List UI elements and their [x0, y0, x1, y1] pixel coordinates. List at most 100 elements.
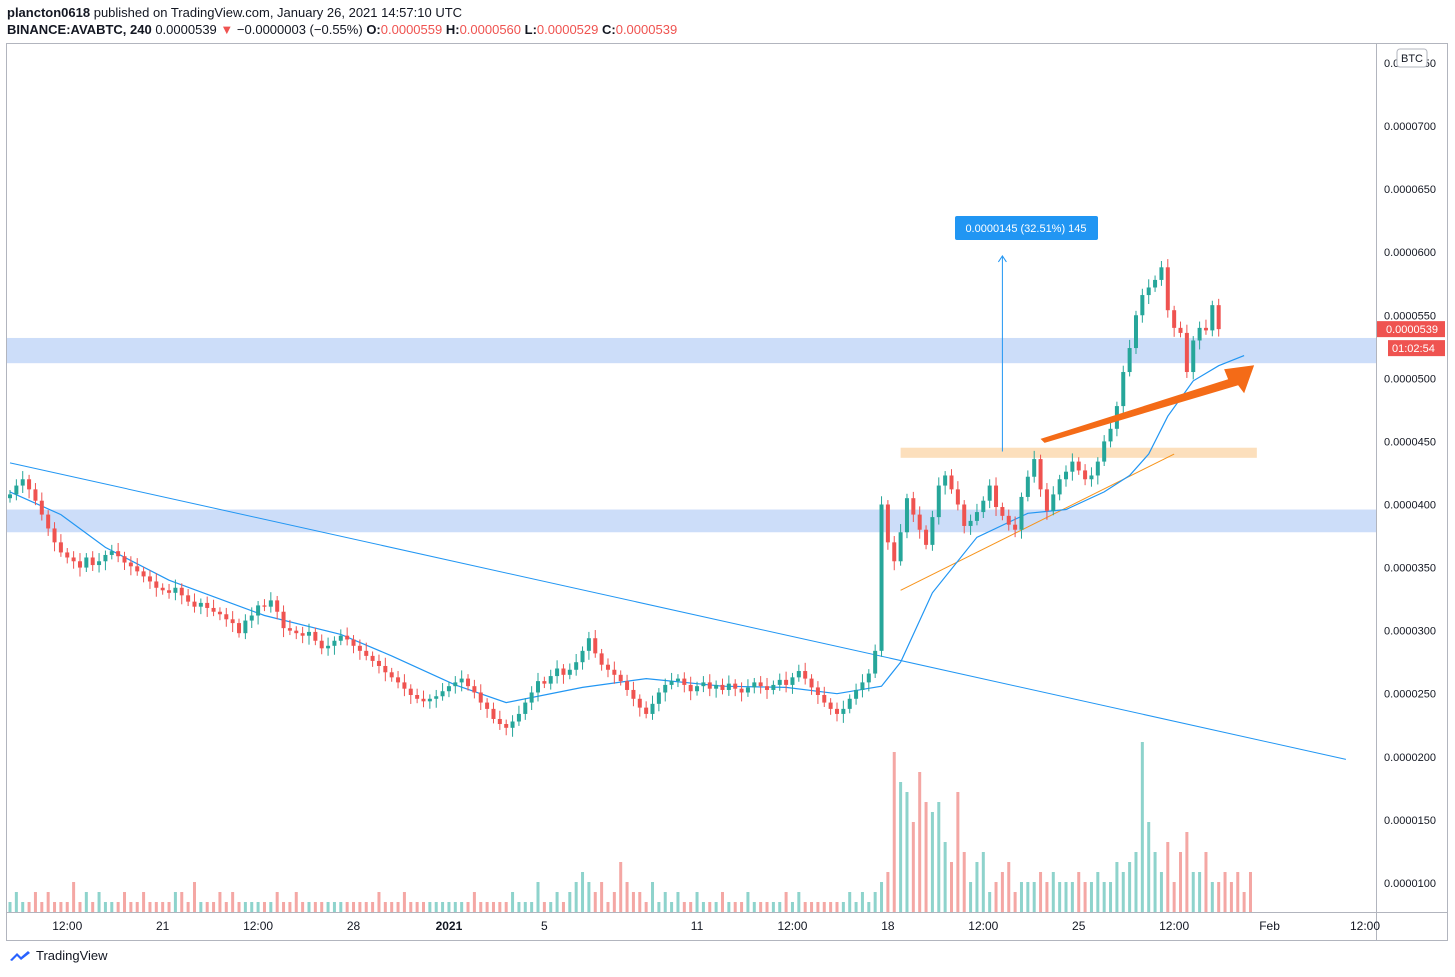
- volume-bar: [542, 902, 546, 912]
- candle-body: [192, 601, 197, 607]
- candle-body: [256, 605, 261, 616]
- price-tick-label: 0.0000200: [1384, 752, 1436, 764]
- candle-body: [809, 678, 814, 688]
- candle-body: [281, 611, 286, 629]
- volume-bar: [46, 892, 50, 912]
- candle-body: [784, 679, 789, 685]
- volume-bar: [205, 902, 209, 912]
- volume-bar: [937, 802, 941, 912]
- candle-body: [84, 557, 89, 568]
- volume-bar: [682, 902, 686, 912]
- price-tick-label: 0.0000150: [1384, 815, 1436, 827]
- candle-body: [707, 682, 712, 689]
- candle-body: [949, 475, 954, 490]
- candle-body: [65, 552, 70, 558]
- volume-bar: [759, 902, 763, 912]
- last-price-tag-label: 0.0000539: [1386, 324, 1438, 336]
- footer-brand[interactable]: TradingView: [36, 948, 108, 963]
- candle-body: [1019, 496, 1024, 530]
- volume-bar: [1109, 882, 1113, 912]
- volume-bar: [670, 902, 674, 912]
- measure-label-box[interactable]: [955, 216, 1098, 240]
- candle-body: [879, 504, 884, 651]
- candle-body: [854, 689, 859, 699]
- volume-bar: [485, 902, 489, 912]
- candle-body: [109, 551, 114, 555]
- volume-bar: [103, 902, 107, 912]
- candle-body: [955, 489, 960, 505]
- volume-bar: [301, 902, 305, 912]
- volume-bar: [371, 902, 375, 912]
- currency-badge[interactable]: BTC: [1396, 48, 1428, 68]
- candle-body: [834, 708, 839, 714]
- candle-body: [1064, 471, 1069, 480]
- candle-body: [383, 665, 388, 673]
- candle-body: [1051, 494, 1056, 511]
- volume-bar: [612, 892, 616, 912]
- volume-bar: [212, 902, 216, 912]
- volume-bar: [1166, 842, 1170, 912]
- candle-body: [586, 638, 591, 651]
- candle-body: [39, 500, 44, 515]
- volume-bar: [409, 902, 413, 912]
- candle-body: [822, 695, 827, 703]
- volume-bar: [491, 902, 495, 912]
- volume-bar: [135, 902, 139, 912]
- candle-body: [796, 671, 801, 678]
- volume-bar: [530, 902, 534, 912]
- candle-body: [141, 571, 146, 577]
- volume-bar: [237, 902, 241, 912]
- volume-bar: [447, 902, 451, 912]
- measure-label: 0.0000145 (32.51%) 145: [965, 223, 1086, 235]
- volume-bar: [975, 862, 979, 912]
- volume-bar: [33, 892, 37, 912]
- volume-bar: [275, 892, 279, 912]
- volume-bar: [657, 902, 661, 912]
- candle-body: [1102, 441, 1107, 462]
- volume-bar: [561, 902, 565, 912]
- volume-bar: [803, 902, 807, 912]
- volume-bar: [867, 902, 871, 912]
- candle-body: [345, 635, 350, 640]
- volume-bar: [97, 892, 101, 912]
- descending-trendline[interactable]: [9, 462, 1347, 760]
- price-tick-label: 0.0000100: [1384, 878, 1436, 890]
- volume-bar: [123, 892, 127, 912]
- last-price-tag[interactable]: [1377, 321, 1445, 338]
- price-axis[interactable]: 0.00007500.00007000.00006500.00006000.00…: [1377, 58, 1445, 890]
- volume-bar: [1070, 882, 1074, 912]
- volume-bar: [790, 902, 794, 912]
- candle-body: [1159, 267, 1164, 280]
- candle-body: [326, 645, 331, 649]
- candle-body: [752, 682, 757, 688]
- volume-bar: [180, 892, 184, 912]
- candle-body: [466, 678, 471, 687]
- candle-body: [790, 677, 795, 685]
- publisher-name[interactable]: plancton0618: [7, 5, 91, 20]
- volume-bar: [1217, 882, 1221, 912]
- candle-body: [612, 669, 617, 675]
- symbol-label[interactable]: BINANCE:AVABTC, 240: [7, 22, 152, 37]
- candle-body: [103, 554, 108, 562]
- volume-bar: [167, 902, 171, 912]
- volume-bar: [854, 902, 858, 912]
- candle-body: [1178, 327, 1183, 333]
- candle-body: [179, 587, 184, 596]
- volume-bar: [72, 882, 76, 912]
- volume-bar: [835, 902, 839, 912]
- volume-bar: [192, 882, 196, 912]
- time-axis[interactable]: 12:00 21 12:00 28 2021 5 11 12:00 18 12:00 25 12:00…: [52, 919, 1380, 933]
- volume-bar: [873, 892, 877, 912]
- volume-bar: [689, 902, 693, 912]
- candle-body: [262, 605, 267, 607]
- candle-body: [555, 668, 560, 677]
- volume-bar: [1229, 882, 1233, 912]
- volume-bar: [479, 902, 483, 912]
- volume-bar: [21, 902, 25, 912]
- candle-body: [1044, 489, 1049, 511]
- volume-bar: [199, 902, 203, 912]
- volume-bar: [797, 892, 801, 912]
- volume-bar: [186, 902, 190, 912]
- candle-body: [943, 475, 948, 486]
